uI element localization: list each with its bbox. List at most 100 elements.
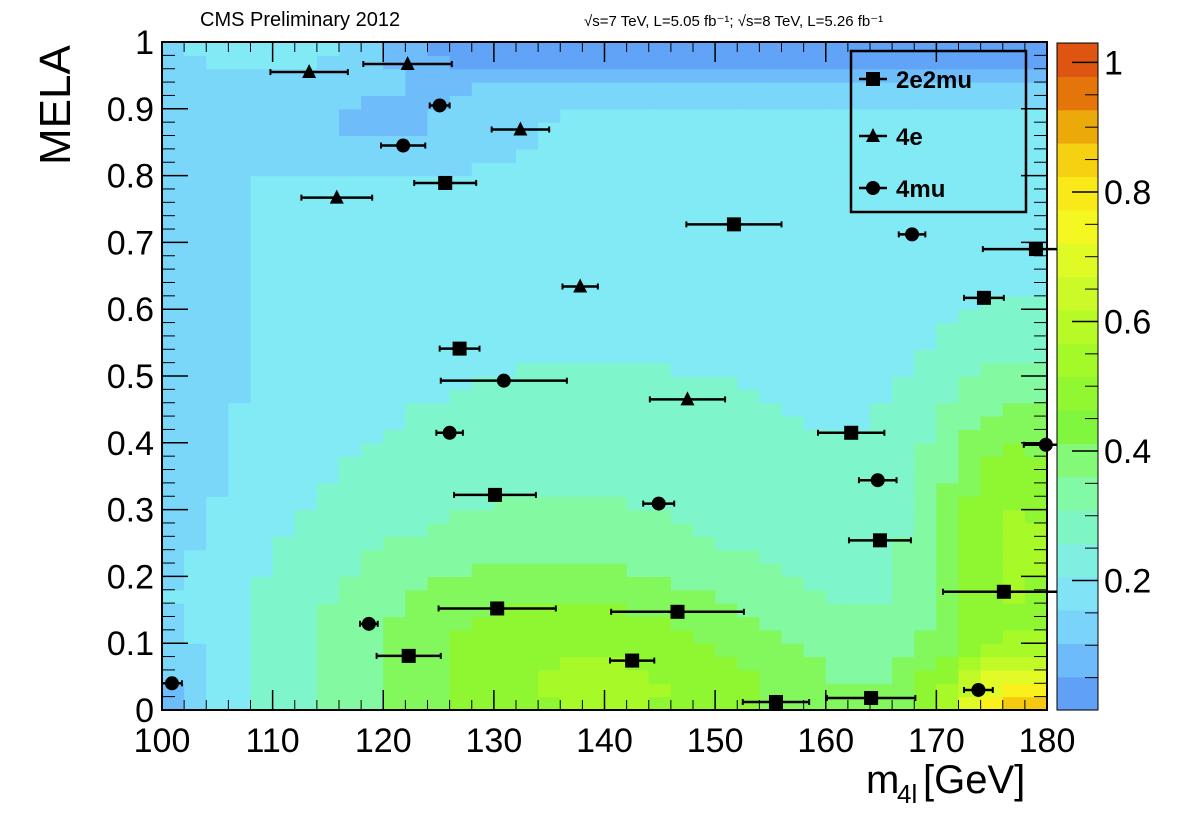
heatmap-cell: [670, 456, 694, 471]
heatmap-cell: [1024, 696, 1047, 710]
heatmap-cell: [206, 549, 229, 564]
heatmap-cell: [228, 188, 252, 203]
heatmap-cell: [184, 362, 207, 377]
heatmap-cell: [892, 55, 915, 70]
heatmap-cell: [272, 416, 296, 431]
heatmap-cell: [250, 68, 274, 83]
heatmap-cell: [383, 643, 406, 658]
heatmap-cell: [538, 269, 561, 284]
heatmap-cell: [759, 55, 783, 70]
colorbar-segment: [1057, 76, 1098, 111]
heatmap-cell: [162, 429, 185, 444]
heatmap-cell: [936, 68, 960, 83]
heatmap-cell: [405, 616, 429, 631]
colorbar-tick-label: 0.6: [1104, 303, 1151, 341]
heatmap-cell: [715, 295, 738, 310]
heatmap-cell: [825, 389, 849, 404]
colorbar-segment: [1057, 509, 1098, 544]
heatmap-cell: [449, 362, 473, 377]
heatmap-cell: [737, 482, 760, 497]
heatmap-cell: [228, 55, 252, 70]
heatmap-cell: [759, 68, 783, 83]
heatmap-cell: [250, 589, 274, 604]
heatmap-cell: [604, 509, 628, 524]
heatmap-cell: [294, 416, 318, 431]
heatmap-cell: [626, 362, 650, 377]
heatmap-cell: [516, 696, 539, 710]
heatmap-cell: [870, 55, 893, 70]
heatmap-cell: [715, 95, 738, 110]
heatmap-cell: [693, 362, 716, 377]
heatmap-cell: [405, 456, 429, 471]
heatmap-cell: [516, 429, 539, 444]
heatmap-cell: [670, 309, 694, 324]
x-axis-label-main: m: [866, 758, 899, 802]
heatmap-cell: [1024, 536, 1047, 551]
heatmap-cell: [206, 376, 229, 390]
heatmap-cell: [339, 696, 362, 710]
heatmap-cell: [892, 429, 915, 444]
heatmap-cell: [803, 629, 827, 644]
heatmap-cell: [294, 255, 318, 270]
heatmap-cell: [206, 656, 229, 671]
heatmap-cell: [405, 496, 429, 511]
heatmap-cell: [184, 68, 207, 83]
heatmap-cell: [980, 416, 1004, 431]
heatmap-cell: [383, 389, 406, 404]
colorbar-segment: [1057, 343, 1098, 378]
heatmap-cell: [1024, 589, 1047, 604]
heatmap-cell: [184, 122, 207, 137]
heatmap-cell: [449, 549, 473, 564]
point-4mu: [905, 227, 920, 242]
heatmap-cell: [449, 68, 473, 83]
heatmap-cell: [626, 616, 650, 631]
heatmap-cell: [294, 95, 318, 110]
heatmap-cell: [626, 589, 650, 604]
heatmap-cell: [803, 335, 827, 350]
heatmap-cell: [516, 576, 539, 591]
heatmap-cell: [870, 122, 893, 137]
heatmap-cell: [870, 603, 893, 618]
heatmap-cell: [405, 82, 429, 97]
heatmap-cell: [715, 496, 738, 511]
heatmap-cell: [1002, 55, 1026, 70]
heatmap-cell: [781, 456, 805, 471]
heatmap-cell: [538, 456, 561, 471]
heatmap-cell: [471, 469, 495, 484]
heatmap-cell: [803, 536, 827, 551]
heatmap-cell: [272, 309, 296, 324]
heatmap-cell: [936, 536, 960, 551]
heatmap-cell: [870, 255, 893, 270]
heatmap-cell: [648, 416, 672, 431]
heatmap-cell: [582, 376, 606, 390]
heatmap-cell: [493, 242, 517, 257]
heatmap-cell: [516, 456, 539, 471]
heatmap-cell: [339, 82, 362, 97]
heatmap-cell: [715, 522, 738, 537]
heatmap-cell: [626, 416, 650, 431]
heatmap-cell: [383, 215, 406, 230]
heatmap-cell: [272, 509, 296, 524]
heatmap-cell: [693, 629, 716, 644]
heatmap-cell: [427, 442, 451, 457]
heatmap-cell: [162, 362, 185, 377]
heatmap-cell: [206, 589, 229, 604]
heatmap-cell: [914, 362, 937, 377]
heatmap-cell: [759, 469, 783, 484]
point-4e: [680, 391, 695, 406]
heatmap-cell: [892, 202, 915, 217]
heatmap-cell: [737, 68, 760, 83]
heatmap-cell: [228, 549, 252, 564]
heatmap-cell: [427, 549, 451, 564]
heatmap-cell: [958, 563, 982, 577]
heatmap-cell: [250, 656, 274, 671]
heatmap-cell: [604, 68, 628, 83]
heatmap-cell: [715, 669, 738, 684]
heatmap-cell: [405, 148, 429, 163]
heatmap-cell: [250, 576, 274, 591]
heatmap-cell: [560, 643, 583, 658]
heatmap-cell: [383, 669, 406, 684]
heatmap-cell: [781, 603, 805, 618]
heatmap-cell: [803, 549, 827, 564]
heatmap-cell: [980, 669, 1004, 684]
